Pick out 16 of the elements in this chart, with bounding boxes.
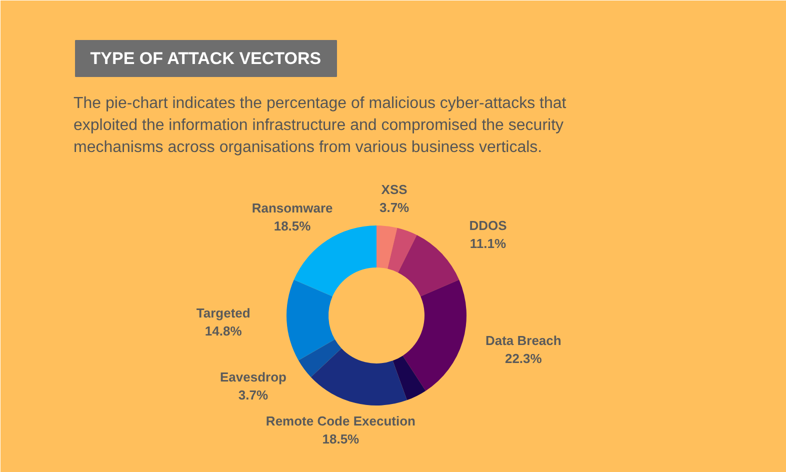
slice-label: DDOS — [469, 218, 508, 233]
slice-label: Data Breach — [485, 332, 562, 348]
slice-label: XSS — [381, 182, 408, 197]
slice-label: Targeted — [196, 306, 250, 321]
slice-label: Remote Code Execution — [266, 414, 416, 429]
data-label: 18.5% — [322, 432, 360, 447]
data-label: 18.5% — [274, 218, 312, 234]
data-label: 11.1% — [470, 236, 507, 251]
chart-subtitle: The pie-chart indicates the percentage of malicious cyber-attacks that exploited the information infrastructure and compromised the security mechanisms across organisations from various business verticals. — [74, 95, 567, 156]
data-label: 22.3% — [504, 350, 542, 366]
data-label: 3.7% — [238, 387, 269, 402]
slice-label: Ransomware — [252, 200, 333, 216]
data-label: 3.7% — [379, 200, 410, 215]
chart-title: TYPE OF ATTACK VECTORS — [90, 49, 322, 68]
slice-label: Eavesdrop — [220, 369, 287, 384]
data-label: 14.8% — [204, 324, 242, 339]
